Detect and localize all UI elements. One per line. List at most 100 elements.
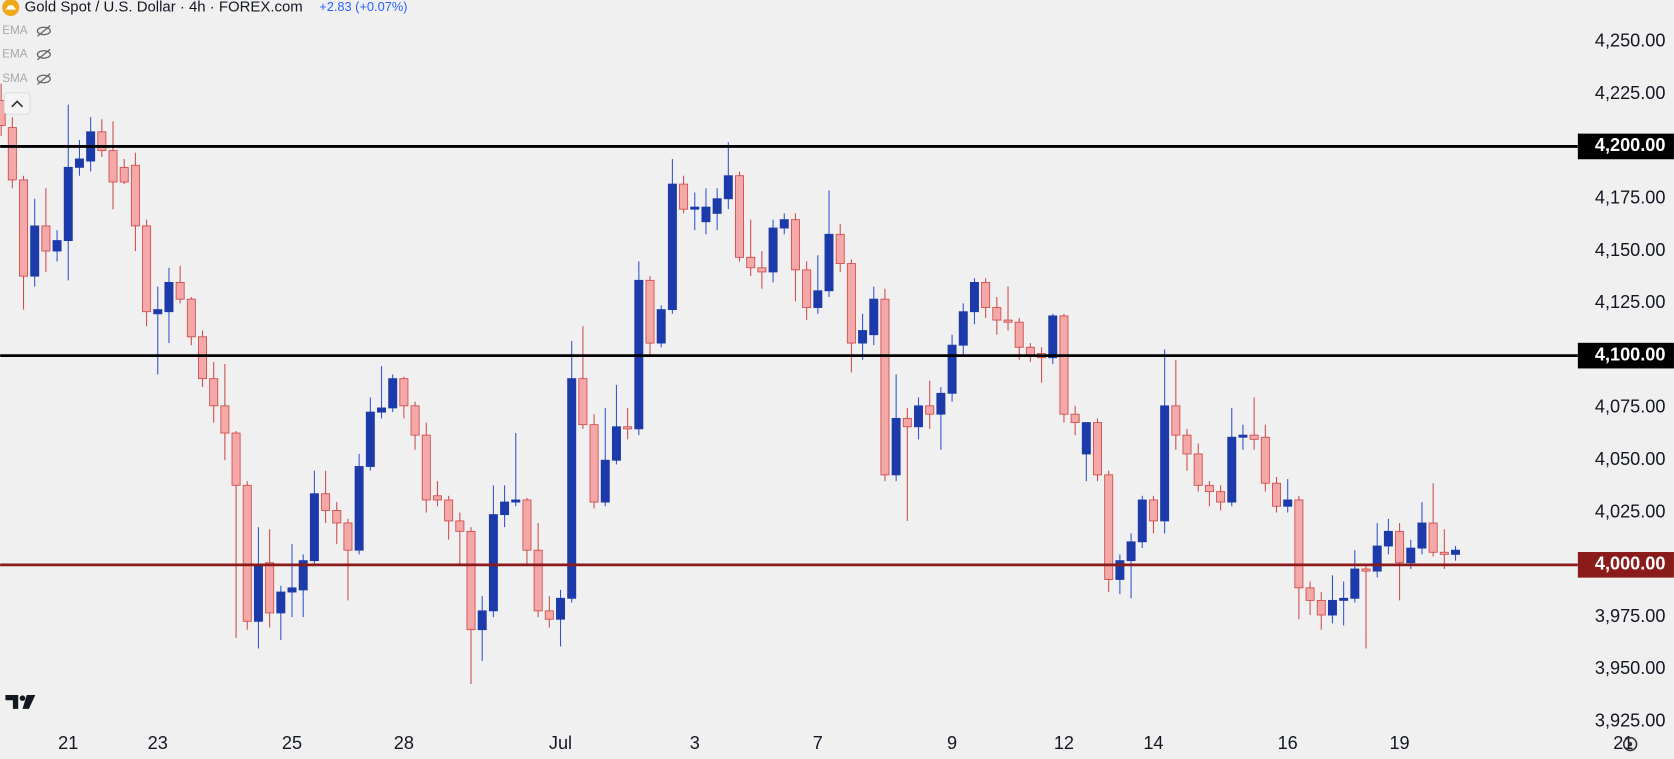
level-label: 4,100.00 [1595,344,1666,364]
candle-body [421,434,431,501]
x-tick-label: Jul [549,733,572,753]
hidden-icons[interactable] [36,25,51,85]
y-tick-label: 4,025.00 [1595,501,1666,521]
candle-body [556,597,565,620]
candle-body [186,298,196,338]
collapse-button[interactable] [3,92,31,115]
y-tick-label: 4,250.00 [1595,31,1666,51]
candle-body [858,330,868,344]
candle-body [1350,568,1360,599]
indicator-label: EMA [2,48,28,61]
candle-body [611,426,621,461]
candle-body [1003,319,1013,323]
candle-body [1294,499,1304,589]
candle-body [52,240,62,252]
candle-body [1171,405,1181,436]
candle-body [1104,474,1114,580]
candle-body [153,309,163,315]
candle-body [802,269,812,308]
candle-body [119,166,129,183]
candle-body [623,426,633,430]
y-tick-label: 4,175.00 [1595,188,1666,208]
candle-body [410,405,420,436]
y-tick-label: 4,150.00 [1595,240,1666,260]
candle-body [1115,560,1125,580]
settings-icon[interactable] [1622,736,1638,752]
candle-body [41,225,51,252]
candle-body [544,610,554,620]
x-tick-label: 21 [58,733,78,753]
candle-body [265,562,275,614]
candle-body [1204,484,1214,493]
candle-body [914,405,923,428]
candle-body [7,127,17,181]
candle-body [108,150,118,183]
candle-body [1137,499,1147,543]
candle-body [220,405,230,434]
candle-body [958,311,968,346]
candle-body [1283,499,1293,507]
candle-body [779,219,789,229]
indicator-label: EMA [2,24,28,37]
candle-body [276,591,286,614]
candle-body [768,227,778,273]
candle-body [1148,499,1158,522]
candle-body [455,520,465,532]
candle-body [790,219,800,271]
candle-body [1238,434,1248,438]
x-tick-label: 25 [282,733,302,753]
candle-body [567,378,577,599]
candle-body [432,495,442,501]
candle-body [679,183,689,210]
candle-body [164,281,174,313]
candle-body [1260,436,1270,484]
candle-body [746,256,756,269]
candle-body [30,225,40,277]
candle-body [365,411,375,467]
candle-body [902,417,912,428]
candle-body [74,158,84,168]
candle-body [253,564,263,622]
candle-body [19,179,28,277]
level-label-box [1577,552,1674,578]
candle-body [1316,599,1326,616]
candle-body [1160,405,1170,522]
candle-body [969,281,979,313]
candle-body [198,336,207,380]
axes: 3,925.00 3,950.00 3,975.00 4,025.00 4,050.00… [58,31,1674,753]
x-tick-label: 9 [947,733,957,753]
level-label-box [1577,342,1674,369]
collapse-chevron [11,100,24,108]
candle-body [600,459,610,503]
candle-body [824,233,834,292]
candle-body [1227,436,1237,503]
candle-body [846,263,856,344]
candle-body [522,499,532,551]
y-tick-label: 4,225.00 [1595,83,1666,103]
candle-body [645,279,655,344]
candle-body [242,484,252,622]
candle-body [1439,551,1449,555]
y-tick-label: 4,050.00 [1595,449,1666,469]
level-label-box [1577,133,1674,160]
candle-body [377,407,386,413]
candle-body [488,514,498,612]
candle-body [175,281,185,300]
candle-body [298,560,308,591]
candle-body [399,378,409,407]
candle-body [444,499,454,522]
candle-body [1372,545,1382,572]
candle-body [1417,522,1427,549]
tradingview-logo [5,694,36,709]
candle-body [1048,315,1058,359]
candle-body [981,281,991,308]
y-tick-label: 3,925.00 [1595,711,1666,731]
candle-body [1406,547,1416,564]
candle-body [1361,568,1371,572]
candle-body [1305,587,1315,601]
candle-body [757,267,767,273]
candle-body [500,501,510,516]
candle-body [589,424,599,503]
